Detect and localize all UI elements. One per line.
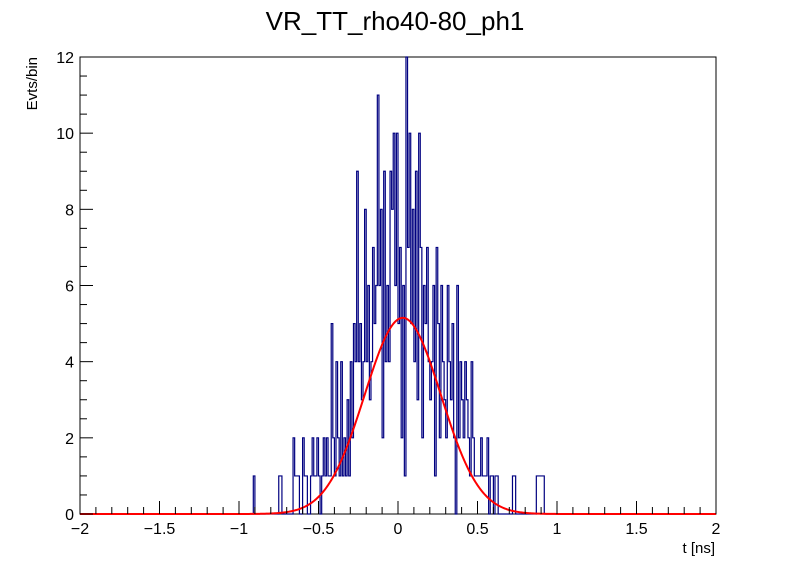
x-tick-label: 0: [394, 521, 403, 538]
y-axis-label: Evts/bin: [24, 57, 41, 110]
x-tick-label: −2: [71, 521, 89, 538]
x-tick-label: −0.5: [303, 521, 335, 538]
y-tick-label: 8: [65, 202, 74, 219]
y-tick-label: 0: [65, 507, 74, 524]
y-tick-label: 6: [65, 279, 74, 296]
y-tick-label: 10: [56, 126, 74, 143]
chart-title: VR_TT_rho40-80_ph1: [266, 6, 525, 36]
x-tick-label: 1.5: [625, 521, 647, 538]
x-axis-label: t [ns]: [682, 540, 715, 557]
gaussian-fit-curve: [80, 316, 716, 515]
y-tick-label: 4: [65, 355, 74, 372]
x-tick-label: −1: [230, 521, 248, 538]
x-tick-label: 1: [553, 521, 562, 538]
histogram-series: [80, 56, 716, 515]
y-tick-label: 2: [65, 431, 74, 448]
x-tick-label: −1.5: [144, 521, 176, 538]
x-tick-label: 0.5: [466, 521, 488, 538]
y-tick-label: 12: [56, 50, 74, 67]
x-tick-label: 2: [712, 521, 721, 538]
